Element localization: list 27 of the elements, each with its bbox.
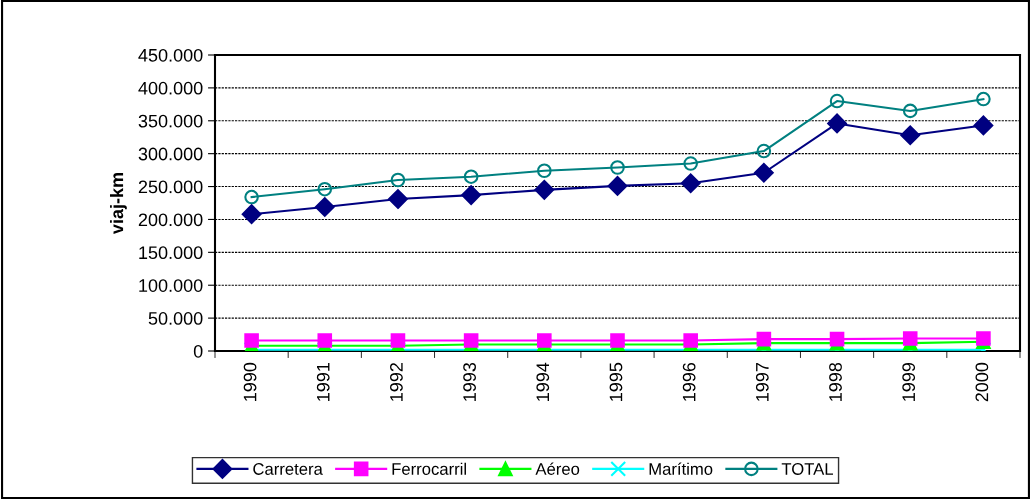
- y-tick-label: 300.000: [138, 147, 203, 161]
- y-tick-label: 450.000: [138, 48, 203, 62]
- y-tick-label: 200.000: [138, 213, 203, 227]
- x-tick-label: 1994: [536, 362, 550, 401]
- y-axis-title: viaj-km: [109, 173, 127, 235]
- x-tick-label: 1995: [609, 362, 623, 401]
- x-tick-label: 1993: [463, 362, 476, 401]
- y-tick-label: 150.000: [139, 246, 203, 260]
- x-tick-label: 1998: [829, 362, 842, 401]
- x-tick-label: 1996: [682, 362, 696, 401]
- legend-label: Aéreo: [535, 462, 580, 475]
- x-tick-label: 1992: [390, 363, 403, 401]
- legend-label: Ferrocarril: [392, 462, 466, 475]
- y-tick-label: 0: [193, 344, 203, 358]
- legend-label: Carretera: [253, 463, 323, 475]
- x-tick-label: 1990: [243, 362, 257, 401]
- legend-label: Marítimo: [649, 462, 713, 475]
- y-tick-label: 350.000: [138, 114, 203, 128]
- legend-label: TOTAL: [781, 463, 834, 475]
- x-tick-label: 1991: [316, 362, 330, 401]
- x-tick-label: 2000: [975, 362, 989, 402]
- y-tick-label: 50.000: [148, 312, 203, 325]
- x-tick-label: 1997: [755, 363, 769, 401]
- y-tick-label: 100.000: [139, 279, 203, 292]
- y-tick-label: 400.000: [138, 81, 203, 95]
- y-tick-label: 250.000: [138, 180, 203, 194]
- x-tick-label: 1999: [902, 362, 916, 401]
